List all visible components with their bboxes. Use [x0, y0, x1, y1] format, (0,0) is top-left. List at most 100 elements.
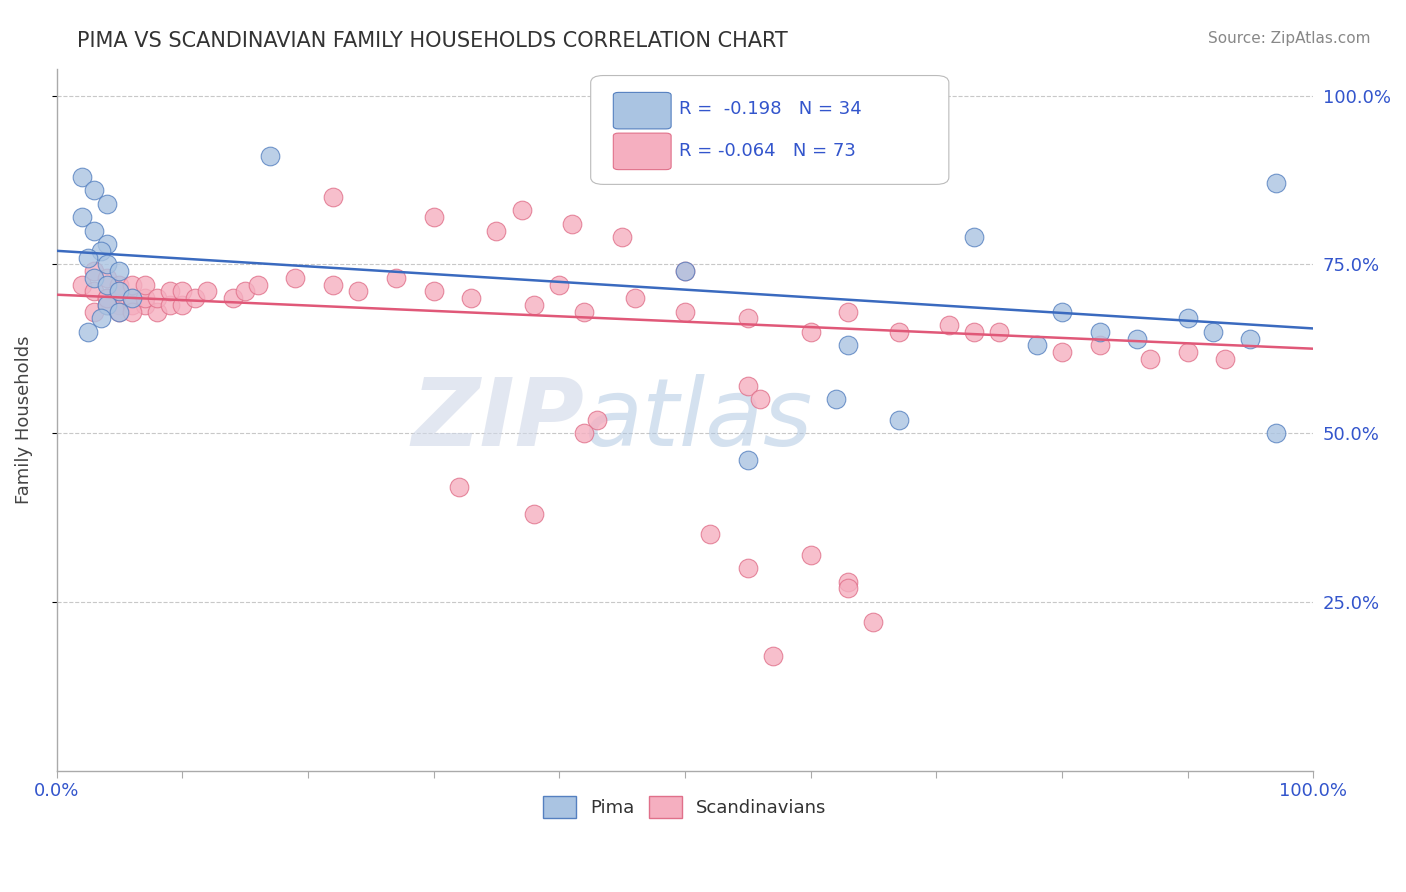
- Point: [134, 291, 156, 305]
- Point: [96, 277, 118, 292]
- Point: [108, 304, 131, 318]
- Point: [963, 230, 986, 244]
- Point: [485, 223, 508, 237]
- Point: [1088, 338, 1111, 352]
- Point: [96, 298, 118, 312]
- Point: [70, 210, 93, 224]
- Point: [988, 325, 1011, 339]
- Point: [70, 277, 93, 292]
- Text: atlas: atlas: [585, 374, 813, 465]
- Point: [586, 412, 609, 426]
- Point: [548, 277, 571, 292]
- Point: [1139, 351, 1161, 366]
- Point: [96, 298, 118, 312]
- Point: [737, 561, 759, 575]
- Point: [146, 304, 169, 318]
- Point: [1202, 325, 1225, 339]
- Point: [800, 325, 823, 339]
- Point: [1088, 325, 1111, 339]
- Point: [90, 244, 112, 258]
- Text: R =  -0.198   N = 34: R = -0.198 N = 34: [679, 100, 862, 119]
- Point: [737, 453, 759, 467]
- Point: [108, 285, 131, 299]
- Y-axis label: Family Households: Family Households: [15, 335, 32, 504]
- Point: [96, 270, 118, 285]
- Point: [121, 304, 143, 318]
- Point: [83, 223, 105, 237]
- Point: [699, 527, 721, 541]
- Point: [837, 338, 859, 352]
- Point: [159, 285, 181, 299]
- Point: [1177, 311, 1199, 326]
- Point: [284, 270, 307, 285]
- FancyBboxPatch shape: [591, 76, 949, 185]
- Point: [460, 291, 482, 305]
- Point: [800, 548, 823, 562]
- Point: [83, 304, 105, 318]
- Point: [447, 480, 470, 494]
- Point: [422, 210, 444, 224]
- Point: [1050, 345, 1073, 359]
- Text: R = -0.064   N = 73: R = -0.064 N = 73: [679, 143, 855, 161]
- Point: [108, 264, 131, 278]
- Point: [134, 298, 156, 312]
- Point: [172, 285, 194, 299]
- Point: [422, 285, 444, 299]
- Point: [96, 291, 118, 305]
- Point: [108, 298, 131, 312]
- Point: [574, 426, 596, 441]
- Point: [172, 298, 194, 312]
- Point: [523, 298, 546, 312]
- Point: [108, 304, 131, 318]
- Point: [385, 270, 408, 285]
- Point: [83, 285, 105, 299]
- Point: [887, 325, 910, 339]
- Point: [322, 190, 344, 204]
- Point: [70, 169, 93, 184]
- Point: [83, 270, 105, 285]
- Point: [246, 277, 269, 292]
- Point: [862, 615, 884, 629]
- Point: [1213, 351, 1236, 366]
- Point: [134, 277, 156, 292]
- Point: [837, 574, 859, 589]
- Point: [561, 217, 583, 231]
- Point: [673, 264, 696, 278]
- Text: PIMA VS SCANDINAVIAN FAMILY HOUSEHOLDS CORRELATION CHART: PIMA VS SCANDINAVIAN FAMILY HOUSEHOLDS C…: [77, 31, 789, 51]
- Point: [83, 264, 105, 278]
- Point: [259, 149, 281, 163]
- Point: [673, 264, 696, 278]
- Point: [184, 291, 207, 305]
- Point: [221, 291, 243, 305]
- Point: [121, 291, 143, 305]
- Point: [1239, 332, 1261, 346]
- Point: [108, 277, 131, 292]
- Point: [233, 285, 256, 299]
- Point: [90, 311, 112, 326]
- Point: [762, 648, 785, 663]
- Point: [610, 230, 633, 244]
- Point: [96, 291, 118, 305]
- Point: [963, 325, 986, 339]
- Point: [347, 285, 370, 299]
- Point: [96, 257, 118, 271]
- Point: [1025, 338, 1047, 352]
- Point: [749, 392, 772, 407]
- Point: [96, 237, 118, 252]
- Point: [1126, 332, 1149, 346]
- Point: [146, 291, 169, 305]
- Point: [938, 318, 960, 332]
- Point: [83, 183, 105, 197]
- Point: [574, 304, 596, 318]
- FancyBboxPatch shape: [613, 93, 671, 129]
- Point: [77, 325, 100, 339]
- Point: [737, 311, 759, 326]
- Point: [121, 298, 143, 312]
- Point: [824, 392, 846, 407]
- Point: [1264, 176, 1286, 190]
- Point: [623, 291, 645, 305]
- FancyBboxPatch shape: [613, 133, 671, 169]
- Point: [737, 379, 759, 393]
- Point: [159, 298, 181, 312]
- Point: [1177, 345, 1199, 359]
